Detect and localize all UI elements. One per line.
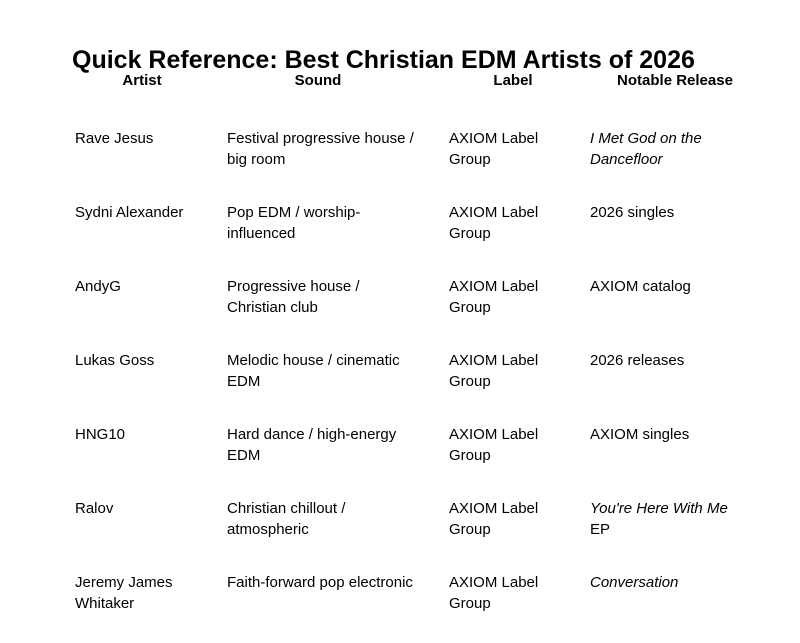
label-cell: AXIOM Label Group [449,426,539,464]
release-cell: You're Here With Me EP [590,498,760,572]
release-title: 2026 releases [590,352,685,369]
table-row: Sydni Alexander Pop EDM / worship-influe… [75,202,760,276]
artist-cell: Rave Jesus [75,130,154,147]
column-header-notable-release: Notable Release [617,72,733,89]
release-cell: AXIOM catalog [590,276,760,350]
table-header-row: Artist Sound Label Notable Release [75,70,760,128]
reference-table: Artist Sound Label Notable Release Rave … [75,70,760,643]
column-header-artist: Artist [122,72,162,89]
release-suffix: EP [590,521,611,538]
release-title: AXIOM singles [590,426,690,443]
table-row: Lukas Goss Melodic house / cinematic EDM… [75,350,760,424]
table-row: Jeremy James Whitaker Faith-forward pop … [75,572,760,643]
table-row: Ralov Christian chillout / atmospheric A… [75,498,760,572]
sound-cell: Progressive house / Christian club [227,278,360,316]
sound-cell: Festival progressive house / big room [227,130,414,168]
artist-cell: Ralov [75,500,114,517]
sound-cell: Pop EDM / worship-influenced [227,204,361,242]
release-cell: Conversation [590,572,760,643]
release-title: You're Here With Me [590,500,728,517]
artist-cell: AndyG [75,278,121,295]
table-row: Rave Jesus Festival progressive house / … [75,128,760,202]
table-row: AndyG Progressive house / Christian club… [75,276,760,350]
column-header-label: Label [493,72,533,89]
release-cell: AXIOM singles [590,424,760,498]
release-title: I Met God on the Dancefloor [590,130,702,168]
table-row: HNG10 Hard dance / high-energy EDM AXIOM… [75,424,760,498]
artist-cell: Sydni Alexander [75,204,184,221]
label-cell: AXIOM Label Group [449,352,539,390]
release-title: 2026 singles [590,204,675,221]
release-title: AXIOM catalog [590,278,691,295]
release-cell: 2026 releases [590,350,760,424]
sound-cell: Melodic house / cinematic EDM [227,352,400,390]
sound-cell: Christian chillout / atmospheric [227,500,346,538]
column-header-sound: Sound [294,72,342,89]
release-cell: I Met God on the Dancefloor [590,128,760,202]
artist-cell: Lukas Goss [75,352,155,369]
sound-cell: Faith-forward pop electronic [227,574,413,591]
artist-cell: HNG10 [75,426,126,443]
artist-cell: Jeremy James Whitaker [75,574,173,612]
label-cell: AXIOM Label Group [449,130,539,168]
label-cell: AXIOM Label Group [449,278,539,316]
label-cell: AXIOM Label Group [449,204,539,242]
sound-cell: Hard dance / high-energy EDM [227,426,397,464]
release-title: Conversation [590,574,679,591]
label-cell: AXIOM Label Group [449,574,539,612]
page-title: Quick Reference: Best Christian EDM Arti… [72,45,695,74]
release-cell: 2026 singles [590,202,760,276]
label-cell: AXIOM Label Group [449,500,539,538]
